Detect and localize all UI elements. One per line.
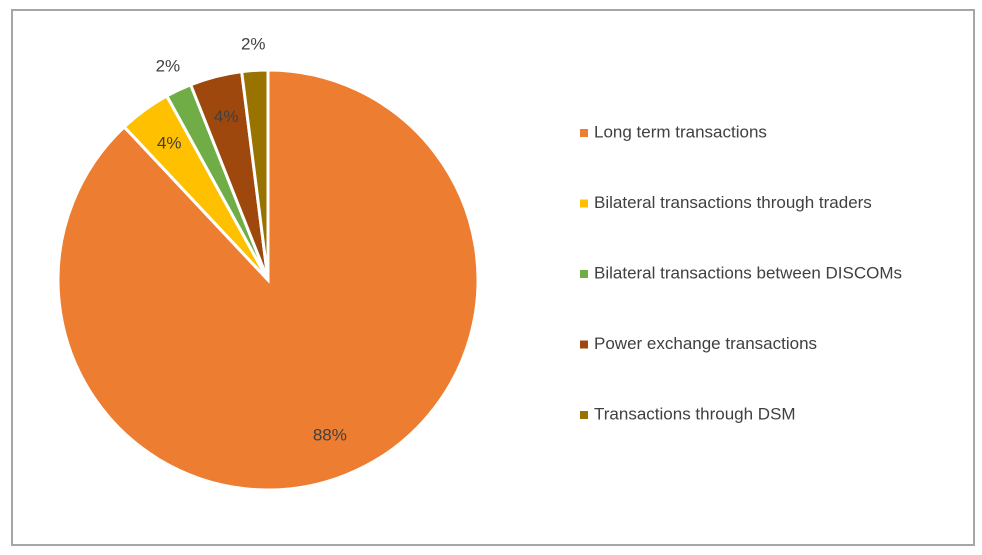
legend-swatch bbox=[580, 340, 588, 349]
pie-slice bbox=[240, 68, 270, 281]
legend-swatch bbox=[580, 129, 588, 137]
legend-label: Transactions through DSM bbox=[594, 404, 796, 423]
legend-swatch bbox=[580, 411, 588, 419]
data-label: 4% bbox=[157, 134, 182, 153]
data-label: 88% bbox=[313, 426, 347, 445]
data-label: 4% bbox=[214, 107, 239, 126]
legend-label: Long term transactions bbox=[594, 122, 767, 141]
legend-swatch bbox=[580, 270, 588, 278]
data-label: 2% bbox=[241, 35, 266, 54]
legend-label: Bilateral transactions through traders bbox=[594, 193, 872, 212]
legend-label: Power exchange transactions bbox=[594, 334, 817, 353]
data-label: 2% bbox=[156, 57, 181, 76]
legend-swatch bbox=[580, 199, 588, 208]
legend-label: Bilateral transactions between DISCOMs bbox=[594, 263, 902, 282]
